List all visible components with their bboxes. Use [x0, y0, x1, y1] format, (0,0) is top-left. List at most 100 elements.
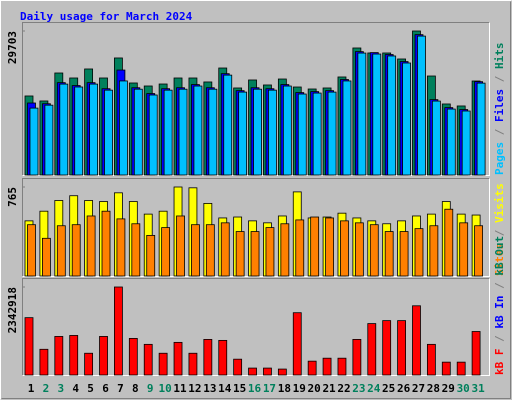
bar: [101, 210, 111, 277]
x-tick-label: 25: [382, 382, 395, 395]
x-tick-label: 30: [457, 382, 470, 395]
x-tick-label: 27: [412, 382, 425, 395]
legend-entry: Files: [493, 89, 506, 122]
bar: [441, 361, 451, 376]
bar: [456, 361, 466, 376]
bar: [446, 108, 456, 176]
bar: [277, 368, 287, 376]
bar: [444, 208, 454, 277]
legend-entry: Sites: [493, 243, 506, 276]
bar: [307, 360, 317, 376]
bar: [297, 93, 307, 176]
x-tick-label: 12: [188, 382, 201, 395]
bar: [387, 55, 397, 176]
bar: [382, 320, 392, 376]
bar: [223, 74, 233, 176]
bar: [54, 336, 64, 376]
x-tick-label: 8: [132, 382, 139, 395]
bar: [233, 358, 243, 376]
x-tick-label: 21: [322, 382, 336, 395]
bar: [325, 217, 334, 277]
bar: [191, 224, 200, 277]
bar: [173, 341, 183, 376]
x-tick-label: 3: [57, 382, 64, 395]
y-max-label: 29703: [6, 31, 19, 64]
x-tick-label: 28: [427, 382, 440, 395]
bar: [372, 53, 382, 176]
bar: [327, 91, 337, 176]
legend-separator: /: [493, 69, 506, 89]
bar: [131, 223, 141, 277]
x-tick-label: 22: [337, 382, 350, 395]
bar: [417, 35, 426, 176]
bar: [203, 339, 213, 376]
bar: [178, 88, 188, 176]
bar: [133, 88, 143, 176]
bar: [188, 352, 198, 376]
bar: [235, 231, 245, 277]
legend-entry: kB Out: [493, 236, 506, 276]
bar: [158, 352, 168, 376]
x-tick-label: 20: [308, 382, 321, 395]
x-tick-label: 16: [248, 382, 262, 395]
legend-separator: /: [493, 223, 506, 243]
bar: [218, 339, 228, 376]
bar: [27, 224, 36, 277]
x-tick-label: 1: [28, 382, 35, 395]
bar: [292, 312, 302, 376]
legend: kB F / kB In / kB Out: [493, 236, 506, 375]
legend-entry: Pages: [493, 142, 506, 175]
bar: [238, 91, 248, 176]
x-tick-label: 6: [102, 382, 109, 395]
x-tick-label: 23: [352, 382, 365, 395]
bar: [459, 222, 469, 277]
bar: [161, 227, 171, 277]
legend-separator: /: [493, 122, 506, 142]
bar: [426, 343, 436, 376]
bar: [176, 215, 185, 277]
x-tick-label: 10: [159, 382, 172, 395]
bar: [148, 94, 158, 176]
bar: [367, 323, 377, 376]
bar: [354, 222, 364, 277]
x-tick-label: 17: [263, 382, 276, 395]
legend-entry: kB F: [493, 349, 506, 376]
bar: [116, 218, 126, 277]
panel-bevel-dark: [22, 22, 490, 176]
bar: [250, 231, 260, 277]
bar: [412, 305, 421, 376]
bar: [39, 348, 49, 376]
y-max-label: 2342918: [6, 287, 19, 333]
legend-separator: /: [493, 276, 506, 296]
bar: [263, 367, 272, 376]
bar: [86, 215, 96, 277]
bar: [208, 88, 218, 176]
x-tick-label: 18: [278, 382, 291, 395]
bar: [71, 224, 81, 277]
bar: [128, 338, 138, 376]
bar: [310, 216, 320, 277]
x-tick-label: 13: [203, 382, 216, 395]
x-tick-label: 24: [367, 382, 381, 395]
bar: [402, 62, 411, 176]
legend-entry: Hits: [493, 43, 506, 70]
bar: [337, 357, 347, 376]
bar: [265, 227, 275, 277]
bar: [471, 331, 481, 376]
panel-bevel-light: [22, 178, 490, 277]
bar: [146, 234, 156, 277]
bar: [429, 225, 439, 277]
bar: [340, 220, 349, 277]
bar: [59, 83, 69, 176]
bar: [357, 52, 367, 176]
x-tick-label: 15: [233, 382, 246, 395]
bar: [44, 104, 54, 176]
bar: [143, 343, 153, 376]
bar: [89, 83, 99, 176]
bar: [220, 222, 230, 277]
bar: [461, 110, 471, 176]
x-tick-label: 19: [293, 382, 306, 395]
